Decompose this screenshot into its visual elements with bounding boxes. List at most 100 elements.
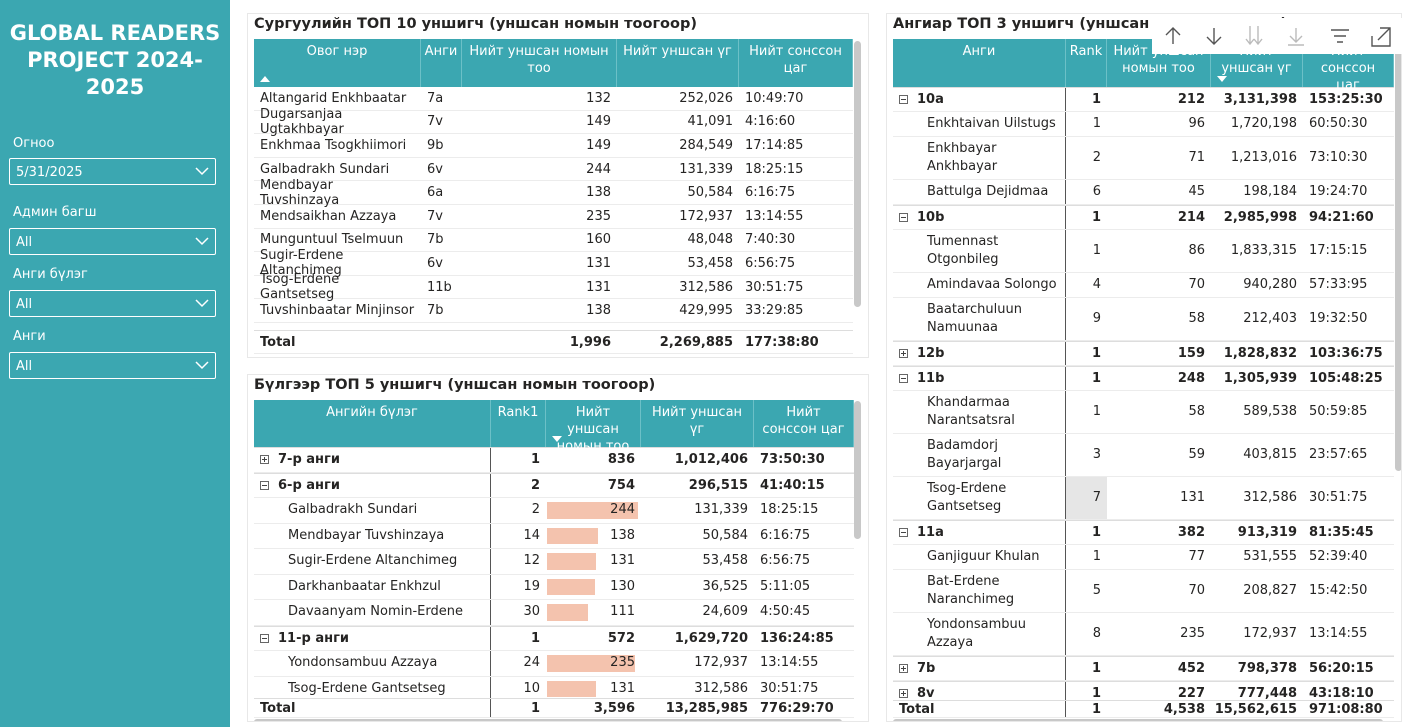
group-row[interactable]: 11b 1 248 1,305,939 105:48:25 (893, 366, 1394, 391)
cell-text: 1 (530, 630, 540, 646)
cell-text: 531,555 (1243, 549, 1297, 564)
scrollbar[interactable] (1395, 41, 1401, 471)
table-cell: 1 (1066, 657, 1107, 680)
group-row[interactable]: 10a 1 212 3,131,398 153:25:30 (893, 87, 1394, 112)
table-cell: 17:14:85 (739, 134, 853, 157)
child-row: Tumennast Otgonbileg 1 86 1,833,315 17:15:15 (893, 230, 1394, 273)
expand-toggle[interactable] (260, 480, 269, 490)
table-cell: 10a (893, 88, 1066, 111)
sort-indicator[interactable] (552, 436, 562, 442)
column-header[interactable]: Нийт уншсан номын тоо (462, 39, 617, 87)
cell-text: 4:16:60 (745, 114, 796, 130)
expand-toggle[interactable] (899, 213, 908, 222)
cell-text: 3,131,398 (1223, 92, 1297, 107)
cell-text: Total (260, 700, 296, 716)
cell-text: 19 (523, 578, 540, 594)
group-row[interactable]: 10b 1 214 2,985,998 94:21:60 (893, 205, 1394, 230)
top3-table: Ангиар ТОП 3 уншигч (уншсан номын тоогоо… (886, 13, 1402, 722)
cell-text: 7b (427, 232, 444, 248)
filter-dropdown[interactable]: All (9, 290, 216, 317)
expand-toggle[interactable] (260, 633, 269, 643)
table-cell: 73:10:30 (1303, 137, 1394, 179)
expand-all[interactable] (1245, 26, 1263, 46)
table-cell: 13,285,985 (641, 699, 754, 717)
cell-text: Galbadrakh Sundari (260, 161, 390, 177)
drill-up[interactable] (1165, 27, 1181, 44)
group-row[interactable]: 8v 1 227 777,448 43:18:10 (893, 681, 1394, 700)
table-cell: 754 (546, 474, 641, 498)
expand-toggle[interactable] (899, 95, 908, 104)
cell-text: 7 (1092, 490, 1101, 505)
cell-text: Altangarid Enkhbaatar (260, 90, 407, 106)
expand-toggle[interactable] (899, 349, 908, 358)
table-cell: Amindavaa Solongo (893, 273, 1066, 297)
table-cell: 30:51:75 (754, 677, 854, 699)
column-header[interactable]: Нийт уншсан номын тоо (546, 400, 641, 454)
cell-text: 30:51:75 (1309, 490, 1368, 505)
table-cell: 198,184 (1211, 180, 1303, 204)
sort-indicator[interactable] (1217, 76, 1227, 82)
table-cell: 531,555 (1211, 545, 1303, 569)
table-cell: 7b (893, 657, 1066, 680)
table-cell: 81:35:45 (1303, 521, 1394, 544)
table-cell: 50:59:85 (1303, 391, 1394, 433)
h-scrollbar[interactable] (893, 719, 1383, 721)
expand-next[interactable] (1288, 28, 1304, 46)
column-header[interactable]: Ангийн бүлэг (254, 400, 491, 447)
cell-text: 43:18:10 (1309, 686, 1374, 700)
column-header[interactable]: Нийт сонссон цаг (739, 39, 853, 87)
column-header[interactable]: Овог нэр (254, 39, 421, 87)
table-cell: 777,448 (1211, 682, 1303, 700)
expand-toggle[interactable] (899, 374, 908, 383)
scrollbar[interactable] (854, 41, 861, 307)
h-scrollbar[interactable] (254, 719, 842, 721)
column-header[interactable]: Нийт уншсан үг (641, 400, 754, 447)
filter[interactable] (1331, 29, 1349, 43)
cell-text: 41,091 (687, 114, 734, 130)
cell-text: 248 (1177, 371, 1205, 386)
sort-indicator[interactable] (260, 76, 270, 82)
cell-text: 776:29:70 (760, 700, 834, 716)
column-header[interactable]: Анги (421, 39, 462, 87)
table-cell: 36,525 (641, 575, 754, 600)
column-header[interactable]: Rank1 (491, 400, 546, 447)
table-cell: Yondonsambuu Azzaya (254, 651, 491, 676)
filter-dropdown[interactable]: All (9, 352, 216, 379)
group-row[interactable]: 7-р анги 1 836 1,012,406 73:50:30 (254, 447, 854, 473)
group-row[interactable]: 12b 1 159 1,828,832 103:36:75 (893, 341, 1394, 366)
table-cell: 7 (1066, 477, 1107, 519)
group-row[interactable]: 11-р анги 1 572 1,629,720 136:24:85 (254, 625, 854, 651)
cell-text: 136:24:85 (760, 630, 834, 646)
cell-text: 11b (917, 371, 945, 386)
cell-text: 73:10:30 (1309, 150, 1368, 165)
table-cell: 131 (462, 276, 617, 299)
expand-toggle[interactable] (260, 455, 269, 465)
cell-text: 17:14:85 (745, 137, 804, 153)
drill-down[interactable] (1206, 28, 1222, 45)
expand-toggle[interactable] (899, 664, 908, 673)
cell-text: 382 (1177, 525, 1205, 540)
filter-dropdown[interactable]: All (9, 228, 216, 255)
table-cell: 9b (421, 134, 462, 157)
expand-toggle[interactable] (899, 689, 908, 698)
filter-dropdown[interactable]: 5/31/2025 (9, 158, 216, 185)
cell-text: 1,996 (569, 334, 611, 350)
cell-text: 131 (610, 680, 635, 696)
child-row: Enkhtaivan Uilstugs 1 96 1,720,198 60:50:30 (893, 112, 1394, 137)
column-header[interactable]: Нийт сонссон цаг (754, 400, 854, 447)
cell-text: 3,596 (593, 700, 635, 716)
group-row[interactable]: 6-р анги 2 754 296,515 41:40:15 (254, 472, 854, 498)
expand-toggle[interactable] (899, 528, 908, 537)
cell-text: 11b (427, 279, 452, 295)
focus-mode[interactable] (1371, 27, 1391, 47)
column-header[interactable]: Нийт уншсан үг (617, 39, 739, 87)
cell-text: 19:24:70 (1309, 184, 1368, 199)
column-header[interactable]: Rank (1066, 39, 1107, 87)
cell-text: Mendbayar Tuvshinzaya (260, 177, 340, 208)
group-row[interactable]: 11a 1 382 913,319 81:35:45 (893, 520, 1394, 545)
scrollbar[interactable] (854, 401, 861, 539)
column-header[interactable]: Анги (893, 39, 1066, 87)
table-cell: 12 (491, 549, 546, 574)
cell-text: 4:50:45 (760, 604, 811, 620)
group-row[interactable]: 7b 1 452 798,378 56:20:15 (893, 656, 1394, 681)
